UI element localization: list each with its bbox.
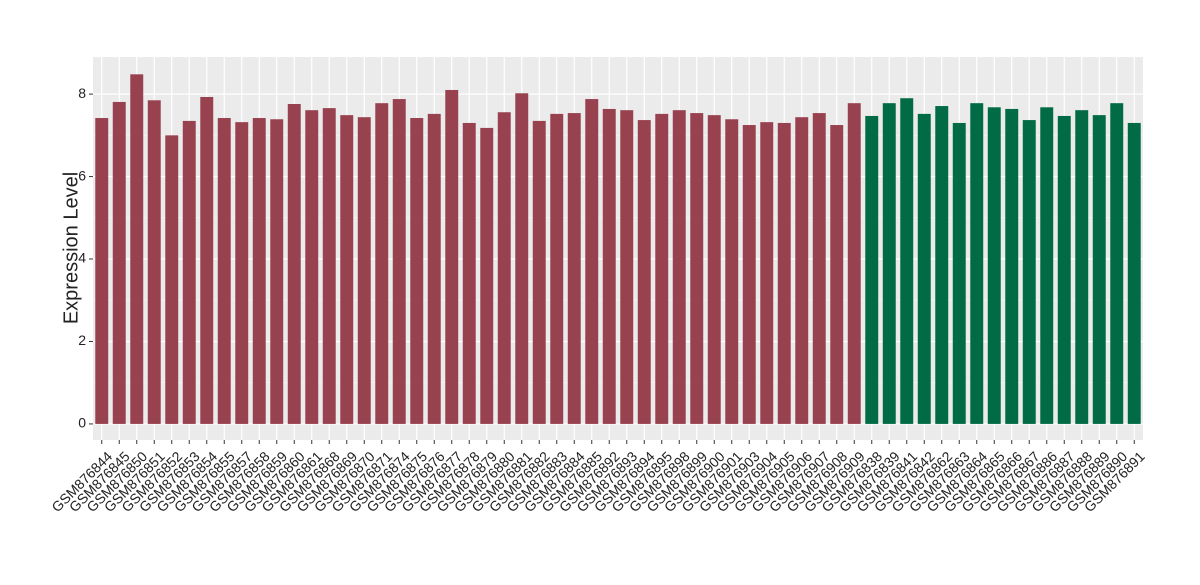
bar <box>987 107 1001 424</box>
bar <box>340 115 354 424</box>
bar <box>847 103 861 424</box>
bar <box>375 103 389 424</box>
bar <box>497 112 511 424</box>
bar <box>322 108 336 424</box>
bar <box>970 103 984 424</box>
bar <box>725 119 739 424</box>
bar <box>672 110 686 424</box>
bar <box>795 117 809 424</box>
bar <box>427 113 441 424</box>
bar <box>602 108 616 424</box>
bar <box>392 99 406 424</box>
bar <box>130 74 144 424</box>
bar <box>865 115 879 424</box>
bar <box>182 120 196 424</box>
bar <box>707 115 721 424</box>
y-tick-label: 8 <box>78 85 86 101</box>
y-tick-label: 4 <box>78 250 86 266</box>
bar <box>900 98 914 424</box>
bar <box>1075 110 1089 424</box>
bar <box>585 99 599 424</box>
bar <box>935 106 949 424</box>
bar <box>410 118 424 424</box>
bar <box>620 110 634 424</box>
y-tick-label: 0 <box>78 415 86 431</box>
bar <box>532 120 546 424</box>
bar <box>287 103 301 424</box>
y-axis-label: Expression Level <box>60 172 82 324</box>
bar <box>305 110 319 424</box>
bar <box>1022 120 1036 424</box>
bar <box>1040 107 1054 424</box>
bar <box>830 125 844 424</box>
bar <box>1057 115 1071 424</box>
bar <box>462 122 476 424</box>
bar <box>480 127 494 424</box>
bar <box>760 122 774 424</box>
bar <box>882 103 896 424</box>
bar <box>445 89 459 424</box>
bar <box>217 118 231 424</box>
bar <box>95 118 109 424</box>
y-tick-label: 6 <box>78 167 86 183</box>
bar <box>1005 108 1019 424</box>
bar <box>270 119 284 424</box>
y-tick-label: 2 <box>78 332 86 348</box>
bar <box>917 113 931 424</box>
bar <box>252 118 266 424</box>
bar <box>235 122 249 424</box>
bar <box>1127 122 1141 424</box>
bar <box>637 120 651 424</box>
bar <box>567 113 581 424</box>
plot-background <box>93 57 1143 440</box>
bar <box>165 135 179 424</box>
bar <box>515 93 529 424</box>
bar <box>690 113 704 424</box>
bar <box>112 101 126 424</box>
bar <box>812 113 826 424</box>
bar <box>655 113 669 424</box>
bar <box>550 113 564 424</box>
bar <box>952 122 966 424</box>
bar <box>357 117 371 424</box>
bar <box>200 96 214 424</box>
bar <box>742 125 756 424</box>
bar <box>1092 115 1106 424</box>
bar <box>1110 103 1124 424</box>
bar <box>777 122 791 424</box>
bar <box>147 100 161 424</box>
